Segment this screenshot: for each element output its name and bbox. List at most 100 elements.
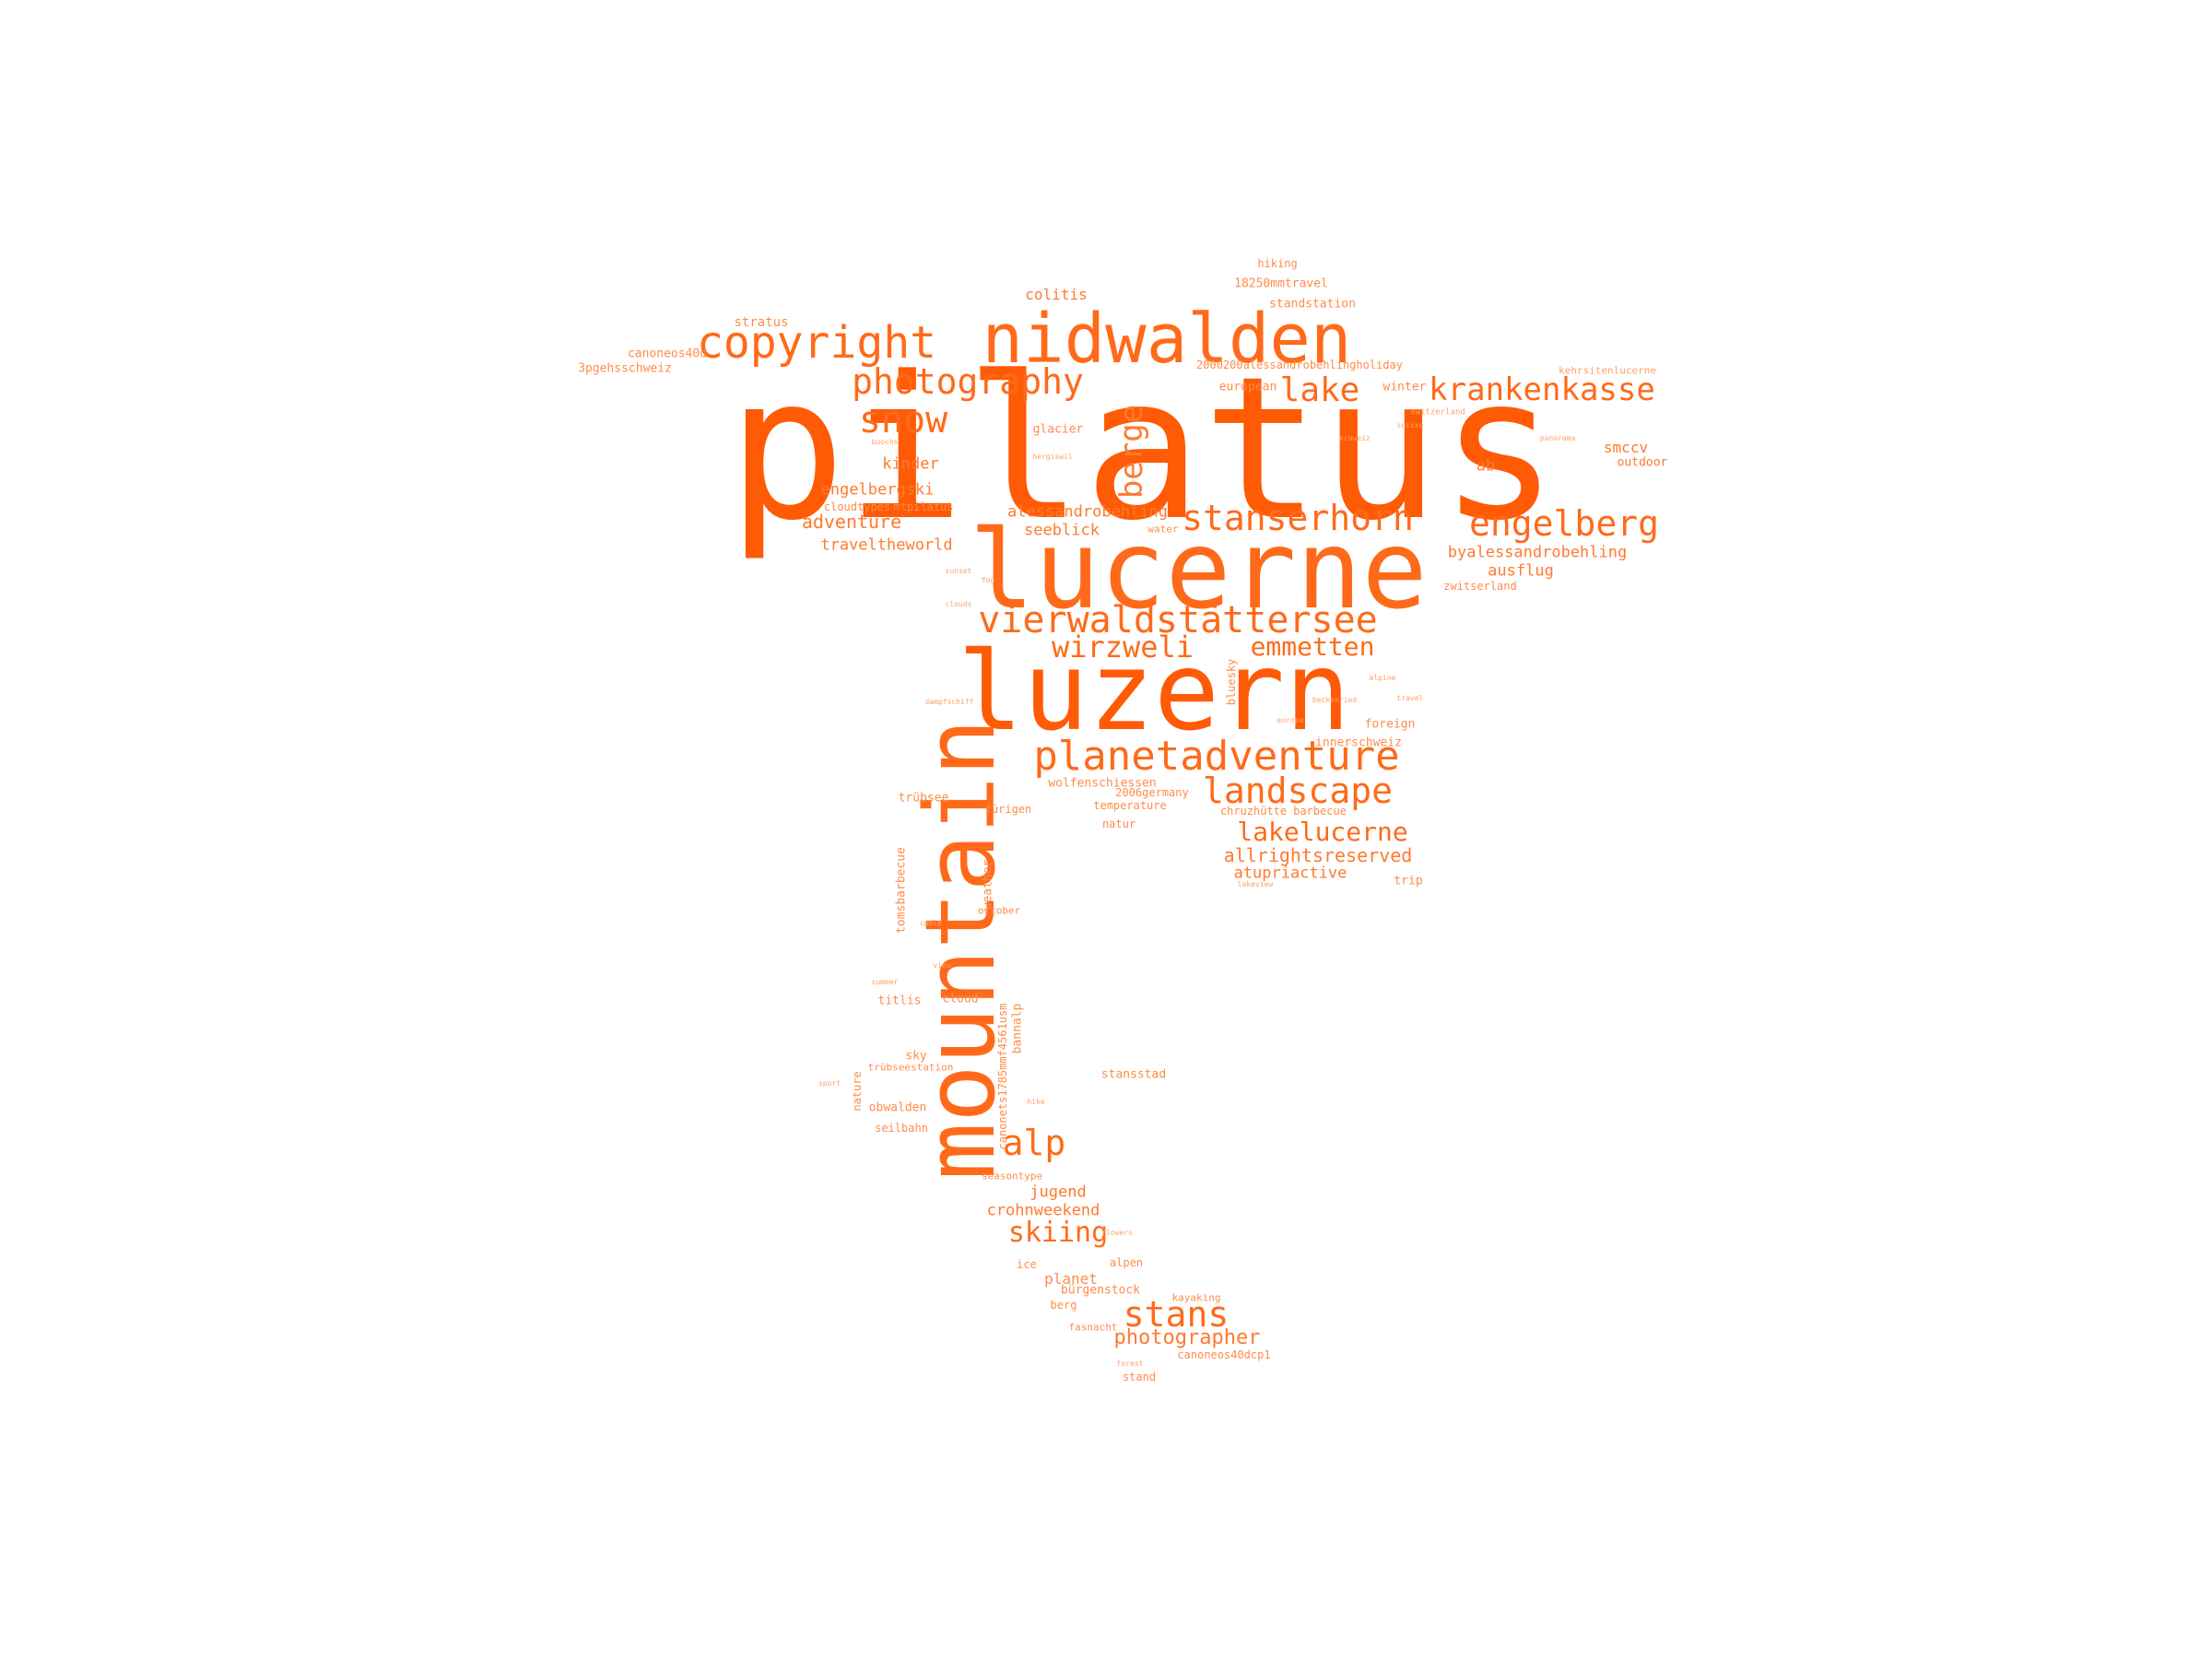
- word: nature: [851, 1071, 864, 1112]
- word: pilatus: [727, 335, 1559, 564]
- word: seasontype: [981, 1170, 1043, 1182]
- word: seeblick: [1024, 521, 1100, 540]
- word: bluesky: [1225, 658, 1238, 706]
- word: ausflug: [1488, 561, 1554, 581]
- word: berg: [1050, 1299, 1077, 1312]
- word: traveltheworld: [820, 535, 953, 555]
- word: berge: [1113, 404, 1150, 500]
- word: wolfenschiessen: [1048, 776, 1157, 791]
- word: adventure: [801, 511, 902, 533]
- word: foreign: [1364, 717, 1416, 732]
- word: copyright: [696, 317, 937, 369]
- word: canoneos40d: [627, 347, 708, 361]
- word: alpine: [1369, 674, 1396, 682]
- word: travel: [1396, 694, 1424, 702]
- word: switzerland: [1410, 407, 1465, 418]
- word: trübseestation: [867, 1061, 954, 1074]
- word: innerschweiz: [1315, 735, 1402, 750]
- word: zwitserland: [1443, 580, 1517, 593]
- word: cable: [919, 919, 943, 927]
- word: alessandrobehling: [1007, 502, 1168, 522]
- word: glacier: [1032, 422, 1084, 437]
- word: lakelucerne: [1237, 817, 1408, 847]
- word: chruzhütte: [1219, 805, 1288, 818]
- word: cloudtypes: [823, 500, 891, 513]
- word: lakeview: [1237, 880, 1274, 888]
- word: mountain: [904, 718, 1017, 1181]
- word: ice: [1017, 1258, 1037, 1271]
- word: stand: [1122, 1371, 1157, 1383]
- word: atupriactive: [1233, 864, 1347, 883]
- word: october: [977, 904, 1021, 917]
- word: photographer: [1113, 1326, 1261, 1349]
- word: sky: [905, 1049, 927, 1064]
- word: vierwaldstättersee: [978, 599, 1378, 641]
- word: 3pgehsschweiz: [578, 361, 672, 376]
- word: emmetten: [1250, 631, 1375, 662]
- word: bannalp: [1010, 1003, 1025, 1054]
- word: outdoor: [1617, 455, 1668, 470]
- word: sunset: [945, 567, 972, 575]
- word: alpen: [1109, 1256, 1144, 1269]
- word: clouds: [945, 600, 972, 608]
- word: view: [933, 961, 951, 970]
- word: schweiz: [1339, 434, 1371, 442]
- word: suisse: [1396, 421, 1424, 429]
- word: tomsbarbecue: [894, 847, 909, 934]
- word: hike: [1027, 1098, 1045, 1106]
- word: trübsee: [898, 791, 949, 806]
- word: dampfschiff: [924, 698, 974, 706]
- word: snow: [858, 399, 948, 441]
- word: temperature: [1093, 799, 1167, 812]
- word: engelberg: [1469, 503, 1659, 544]
- word: winter: [1382, 380, 1427, 394]
- word: smccv: [1603, 439, 1649, 456]
- word: nidwalden: [982, 300, 1352, 379]
- word: alp: [1002, 1123, 1066, 1163]
- word: european: [1218, 380, 1277, 394]
- word: byalessandrobehling: [1447, 543, 1628, 562]
- word: stratus: [734, 315, 789, 330]
- word: 18250mmtravel: [1234, 276, 1328, 291]
- word: kayaking: [1171, 1291, 1221, 1304]
- word: europe: [1277, 716, 1304, 724]
- word: planet: [1044, 1270, 1098, 1288]
- word: bürgenstock: [1060, 1283, 1141, 1298]
- word: colitis: [1025, 286, 1088, 303]
- word: natur: [1101, 818, 1136, 830]
- word: cloud: [942, 992, 979, 1006]
- word: sport: [818, 1079, 841, 1088]
- word: titlis: [877, 994, 922, 1008]
- word: skiing: [1007, 1217, 1109, 1249]
- word: seilbahn: [875, 1122, 928, 1135]
- word: stanserhorn: [1182, 498, 1414, 538]
- word: stans: [1123, 1294, 1230, 1335]
- word: 2000200alessandrobehlingholiday: [1196, 359, 1403, 371]
- word: hergiswil: [1032, 453, 1073, 461]
- word: canoneos40dcp1: [1177, 1348, 1271, 1361]
- word: obwalden: [868, 1100, 927, 1115]
- word: stansstad: [1100, 1067, 1167, 1082]
- word: standstation: [1269, 297, 1356, 312]
- word: trip: [1394, 874, 1423, 888]
- word: flowers: [1101, 1229, 1133, 1237]
- word: lake: [1279, 371, 1360, 409]
- word: jugend: [1030, 1182, 1087, 1202]
- word: kinder: [882, 454, 939, 474]
- word: canonets1785mmf4561usm: [996, 1003, 1009, 1150]
- word: lucerne: [969, 506, 1428, 633]
- word: beckenried: [1312, 696, 1358, 704]
- word: mtpilatus: [893, 500, 954, 513]
- word: buochs: [871, 438, 899, 446]
- word: forest: [1116, 1359, 1144, 1368]
- word: planetadventure: [1033, 733, 1400, 780]
- word: water: [1147, 523, 1179, 535]
- word: krankenkasse: [1429, 371, 1655, 408]
- word: luzern: [957, 628, 1351, 755]
- word: 2006germany: [1115, 786, 1189, 799]
- word: crohnweekend: [986, 1201, 1100, 1220]
- word: hiking: [1257, 257, 1298, 270]
- word: ab: [1476, 456, 1496, 476]
- word: wirzweli: [1051, 629, 1194, 665]
